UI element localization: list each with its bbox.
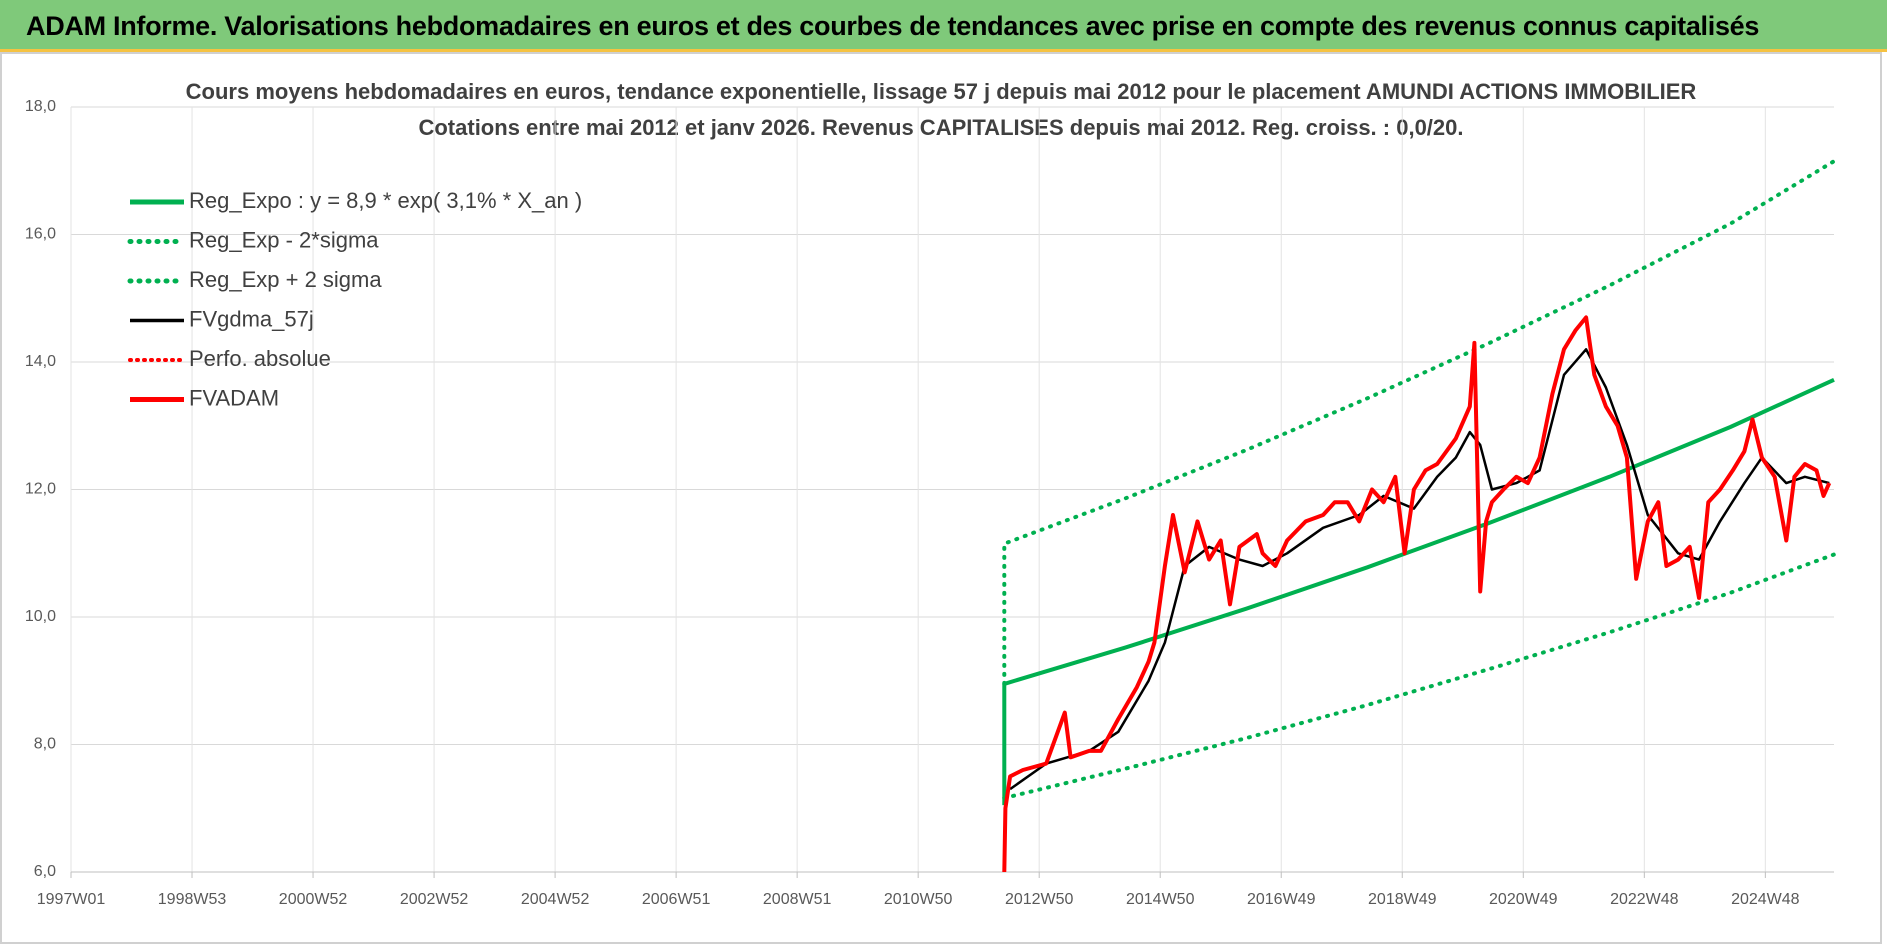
x-tick-label: 2024W48 [1731,891,1800,908]
series-line [1002,377,1835,806]
legend-label: Reg_Expo : y = 8,9 * exp( 3,1% * X_an ) [189,188,582,213]
chart: Cours moyens hebdomadaires en euros, ten… [0,52,1882,944]
x-tick-label: 2010W50 [884,891,953,908]
y-tick-label: 6,0 [34,863,56,880]
x-tick-label: 2012W50 [1005,891,1074,908]
legend-label: Reg_Exp + 2 sigma [189,267,382,292]
x-tick-label: 2020W49 [1489,891,1558,908]
legend-label: FVgdma_57j [189,306,314,331]
series-line [1002,159,1836,686]
series-line [1002,315,1832,873]
y-tick-label: 12,0 [25,481,56,498]
y-tick-label: 14,0 [25,353,56,370]
page-header: ADAM Informe. Valorisations hebdomadaire… [0,0,1887,52]
x-tick-label: 2008W51 [763,891,832,908]
x-tick-label: 2022W48 [1610,891,1679,908]
chart-title: Cours moyens hebdomadaires en euros, ten… [186,79,1697,104]
legend-label: FVADAM [189,385,279,410]
legend-label: Reg_Exp - 2*sigma [189,227,379,252]
series-line [1009,348,1830,791]
x-tick-label: 1997W01 [37,891,106,908]
x-tick-label: 2004W52 [521,891,590,908]
legend-label: Perfo. absolue [189,346,331,371]
x-tick-label: 2016W49 [1247,891,1316,908]
chart-subtitle: Cotations entre mai 2012 et janv 2026. R… [418,115,1463,140]
x-tick-label: 2000W52 [279,891,348,908]
x-tick-label: 2018W49 [1368,891,1437,908]
y-tick-label: 8,0 [34,736,56,753]
y-tick-label: 10,0 [25,608,56,625]
series-line [1002,552,1836,800]
chart-frame [0,52,1882,944]
x-tick-label: 2006W51 [642,891,711,908]
x-tick-label: 2014W50 [1126,891,1195,908]
y-tick-label: 16,0 [25,226,56,243]
x-tick-label: 1998W53 [158,891,227,908]
y-tick-label: 18,0 [25,98,56,115]
x-tick-label: 2002W52 [400,891,469,908]
